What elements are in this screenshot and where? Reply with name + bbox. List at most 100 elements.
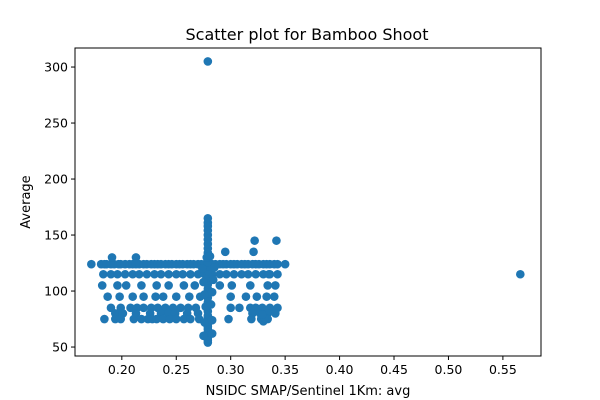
data-point [152,281,161,290]
data-point [87,259,96,269]
data-point [120,269,130,279]
data-point [252,292,262,301]
data-point [235,303,244,313]
data-point [243,269,253,279]
x-tick-label: 0.30 [217,362,245,377]
data-point [203,57,213,66]
data-point [220,247,230,257]
data-point [137,281,146,290]
data-point [200,318,209,327]
data-point [171,292,181,301]
data-point [271,309,280,318]
x-tick-label: 0.20 [108,362,136,377]
plot-area-frame [74,47,542,357]
data-point [129,314,139,324]
data-point [156,269,166,279]
data-point [190,281,200,290]
x-axis-ticks: 0.20 0.25 0.30 0.35 0.40 0.45 0.50 0.55 [108,356,517,377]
data-point [150,269,159,279]
data-point [171,269,181,279]
data-point [262,292,271,301]
data-point [139,292,148,301]
data-point [128,292,138,301]
data-point [137,314,146,324]
x-tick-label: 0.50 [435,362,463,377]
y-tick-label: 100 [44,284,68,299]
data-point [222,269,231,279]
x-tick-label: 0.35 [271,362,299,377]
data-point [215,281,225,290]
data-point [121,281,131,290]
data-point [272,236,281,245]
data-point [229,269,239,279]
data-point [273,259,282,269]
data-point [250,236,259,245]
data-point [271,281,280,290]
data-point [178,269,188,279]
data-point [210,263,219,272]
data-point [226,303,235,313]
data-point [179,281,189,290]
data-point [165,314,175,324]
data-point [251,269,261,279]
data-point [164,281,173,290]
data-point [207,329,217,338]
data-point [128,269,138,279]
data-point [227,281,237,290]
data-point [280,259,290,269]
data-point [263,281,273,290]
data-point [116,314,126,324]
y-tick-label: 300 [44,60,68,75]
data-point [99,269,108,279]
data-point [142,269,152,279]
data-point [97,281,107,290]
data-point [131,253,141,262]
data-point [158,292,168,301]
data-point [134,269,144,279]
x-tick-label: 0.55 [489,362,517,377]
data-point [198,264,207,273]
data-point [273,269,282,279]
data-point [203,213,213,223]
data-point [164,269,173,279]
y-tick-label: 250 [44,116,68,131]
data-point [249,247,258,257]
data-point [107,253,117,262]
data-point [516,269,525,279]
y-tick-label: 50 [52,340,68,355]
data-point [126,303,135,313]
data-point [269,292,279,301]
data-point [171,314,181,324]
data-point [151,292,160,301]
data-point [186,314,195,324]
data-point [224,314,233,324]
x-axis-label: NSIDC SMAP/Sentinel 1Km: avg [206,384,411,399]
data-point [247,314,256,324]
data-point [158,314,168,324]
data-point [100,314,109,324]
data-point [264,269,274,279]
y-tick-label: 150 [44,228,68,243]
data-point [199,331,208,341]
data-point [200,290,209,299]
data-point [257,310,267,319]
x-tick-label: 0.40 [326,362,354,377]
data-point [241,292,251,301]
data-point [226,292,235,301]
data-point [176,303,185,313]
data-point [207,315,217,325]
data-point [152,314,161,324]
data-point [115,292,124,301]
y-tick-label: 200 [44,172,68,187]
data-point [205,252,215,261]
data-point [237,269,246,279]
data-point [199,277,208,287]
data-point [206,300,216,309]
x-tick-label: 0.25 [162,362,190,377]
data-point [185,292,194,301]
data-point [113,269,122,279]
data-point [245,281,255,290]
chart-title: Scatter plot for Bamboo Shoot [186,25,429,44]
